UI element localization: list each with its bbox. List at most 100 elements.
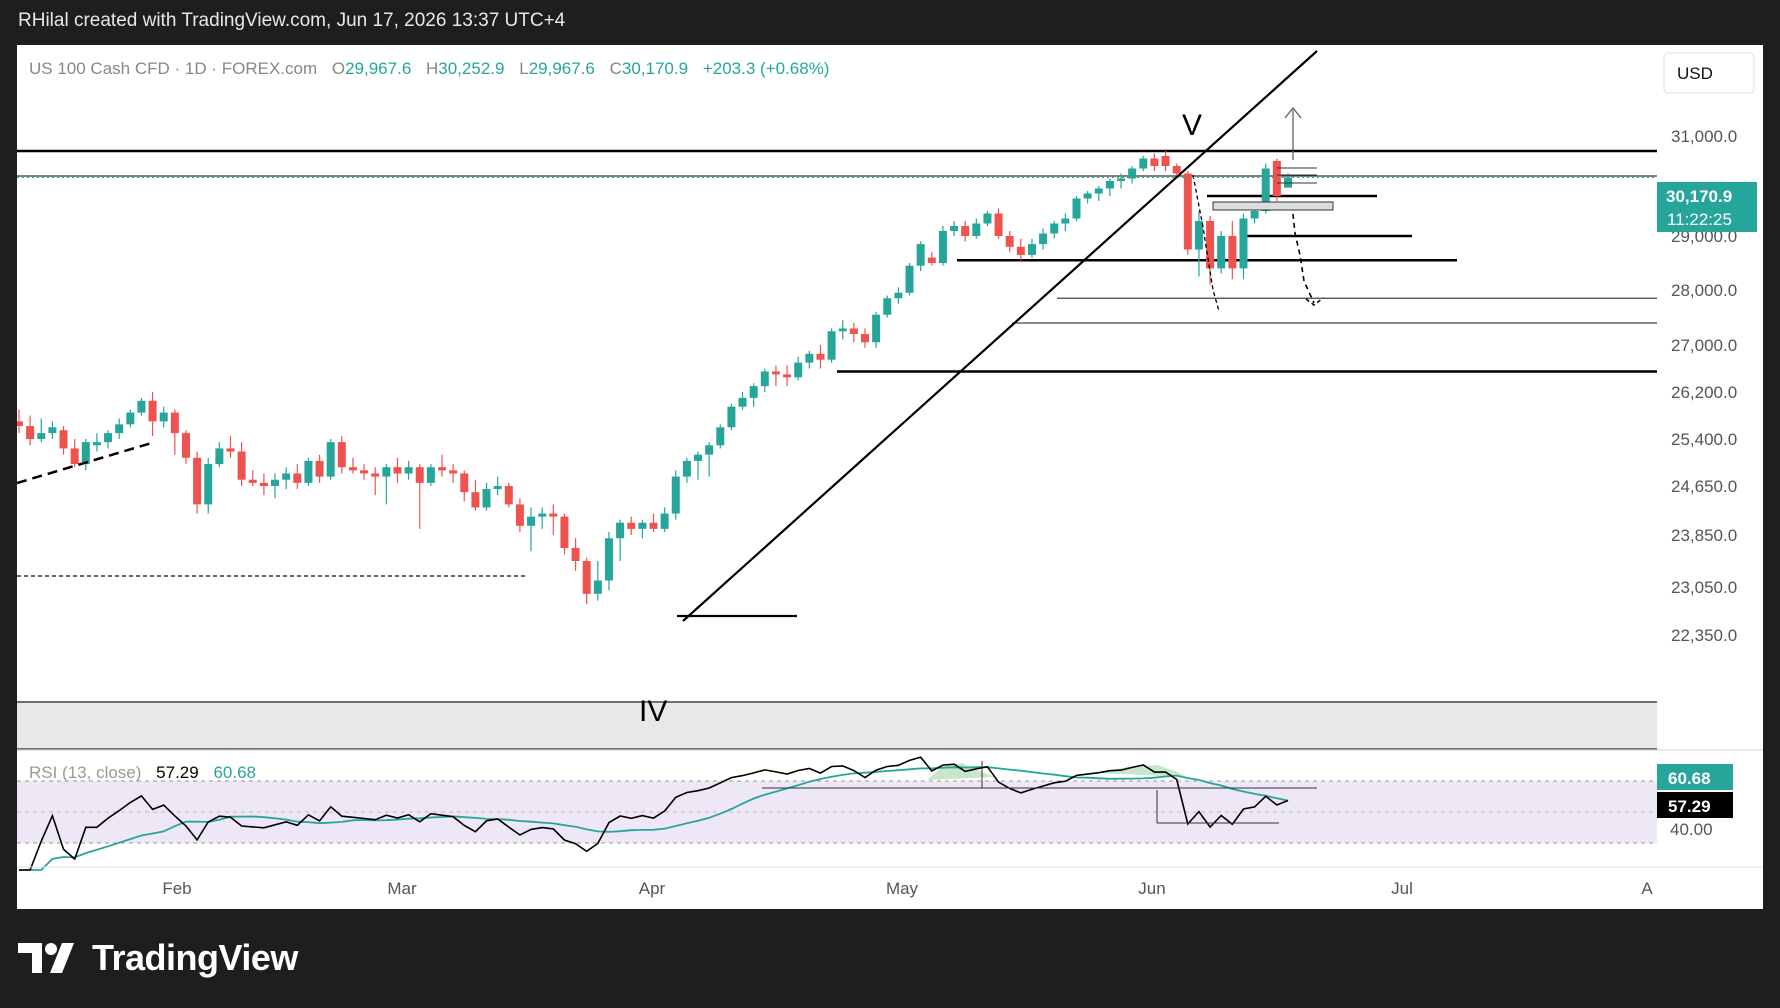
rsi-badge <box>1657 792 1733 818</box>
candle-body <box>716 427 725 446</box>
currency-label: USD <box>1677 64 1713 83</box>
candle-body <box>783 374 792 378</box>
candle-body <box>337 442 346 468</box>
candle-body <box>894 292 903 299</box>
candle-body <box>604 538 613 581</box>
dashed-trendline[interactable] <box>16 440 156 485</box>
candle-body <box>794 362 803 378</box>
candle-body <box>1239 218 1248 269</box>
candle-body <box>527 516 536 526</box>
candle-body <box>760 371 769 387</box>
candle-body <box>293 473 302 483</box>
chart-panel[interactable]: V IV US 100 Cash CFD · 1D · FOREX.com O2… <box>15 45 1763 909</box>
candle-body <box>560 516 569 548</box>
candle-body <box>204 464 213 505</box>
candle-body <box>1117 178 1126 181</box>
wave-label-v: V <box>1182 109 1202 142</box>
rsi-legend: RSI (13, close) 57.29 60.68 <box>29 763 256 782</box>
candle-body <box>415 467 424 483</box>
candle-body <box>805 353 814 363</box>
candle-body <box>259 482 268 486</box>
candle-body <box>749 386 758 398</box>
candle-body <box>671 476 680 514</box>
candle-body <box>1139 158 1148 169</box>
rsi-line <box>19 756 1289 871</box>
time-axis[interactable]: Feb Mar Apr May Jun Jul A <box>162 879 1653 898</box>
rsi-ma-badge <box>1657 764 1733 790</box>
high-value: 30,252.9 <box>438 59 504 78</box>
candle-body <box>70 448 79 465</box>
candle-body <box>104 433 113 443</box>
candle-body <box>181 433 190 458</box>
candle-body <box>938 231 947 263</box>
candle-body <box>438 467 446 471</box>
drawings <box>16 50 1334 622</box>
horizontal-levels <box>17 149 1657 373</box>
candle-body <box>15 421 23 427</box>
candle-body <box>37 433 46 439</box>
rsi-overbought-fill-2 <box>1097 765 1187 777</box>
candle-body <box>1061 218 1070 224</box>
currency-button[interactable] <box>1663 52 1755 94</box>
candle-body <box>493 486 502 490</box>
time-tick-label: May <box>886 879 919 898</box>
target-arrow-head <box>1284 107 1302 119</box>
price-tick-label: 26,200.0 <box>1671 383 1737 402</box>
candle-body <box>538 513 547 517</box>
wave-path <box>1192 174 1220 312</box>
candle-body <box>1094 188 1103 194</box>
trendline[interactable] <box>682 50 1318 622</box>
price-axis[interactable]: 31,000.029,000.028,000.027,000.026,200.0… <box>1671 127 1737 645</box>
candle-body <box>1050 223 1059 234</box>
change-value: +203.3 (+0.68%) <box>703 59 830 78</box>
candle-body <box>593 580 602 594</box>
rsi-overbought-fill-1 <box>927 763 995 780</box>
candle-body <box>360 470 369 474</box>
candle-body <box>449 470 458 474</box>
price-badge-value: 30,170.9 <box>1666 187 1732 206</box>
candle-body <box>159 412 168 422</box>
candle-body <box>126 412 135 425</box>
candle-body <box>504 486 513 505</box>
candle-body <box>271 479 280 486</box>
price-tick-label: 28,000.0 <box>1671 281 1737 300</box>
candle-body <box>382 467 391 477</box>
rsi-ma-value: 60.68 <box>213 763 256 782</box>
candle-body <box>170 412 179 434</box>
tradingview-wordmark: TradingView <box>92 937 298 978</box>
candle-body <box>950 226 959 231</box>
price-tick-label: 27,000.0 <box>1671 336 1737 355</box>
candle-body <box>705 445 714 455</box>
candle-body <box>1161 156 1170 166</box>
low-value: 29,967.6 <box>529 59 595 78</box>
candle-body <box>638 522 647 529</box>
rsi-axis-label: 40.00 <box>1670 820 1713 839</box>
candle-body <box>1105 181 1114 189</box>
tradingview-logo[interactable]: TradingView <box>18 937 298 978</box>
price-badge <box>1657 182 1757 232</box>
candle-body <box>226 448 235 452</box>
rsi-badge-value: 57.29 <box>1668 797 1711 816</box>
symbol-name: US 100 Cash CFD · 1D · FOREX.com <box>29 59 317 78</box>
candle-body <box>1128 168 1137 179</box>
rsi-value: 57.29 <box>156 763 199 782</box>
candle-body <box>883 298 892 315</box>
candle-body <box>371 473 380 477</box>
candle-body <box>1150 158 1159 166</box>
close-value: 30,170.9 <box>622 59 688 78</box>
candle-body <box>215 448 224 465</box>
price-chart[interactable]: V IV US 100 Cash CFD · 1D · FOREX.com O2… <box>15 45 1763 909</box>
candle-body <box>482 489 491 508</box>
candle-body <box>1272 161 1281 196</box>
candle-body <box>649 522 658 529</box>
candle-body <box>304 460 313 483</box>
candle-body <box>872 314 881 343</box>
wave-label-iv: IV <box>639 695 667 728</box>
candle-body <box>92 442 101 446</box>
candle-body <box>237 451 246 480</box>
candle-body <box>1206 221 1215 269</box>
candle-body <box>1072 198 1081 219</box>
price-tick-label: 31,000.0 <box>1671 127 1737 146</box>
time-tick-label: Jul <box>1391 879 1413 898</box>
candle-body <box>927 257 936 263</box>
